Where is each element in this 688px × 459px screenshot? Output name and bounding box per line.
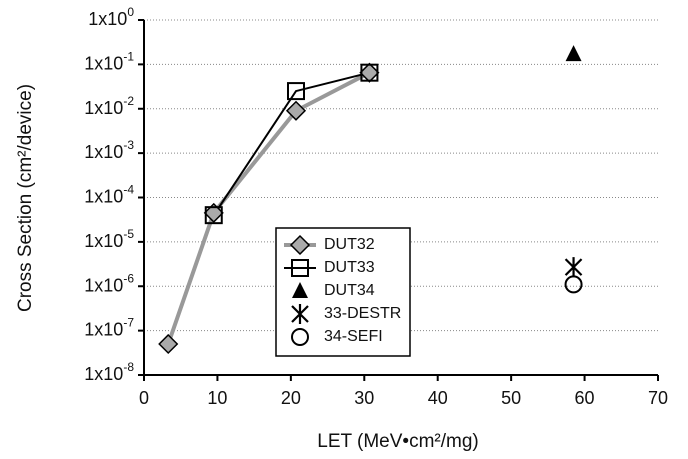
diamond-marker [289,234,311,256]
y-tick-base: 1x10 [84,275,123,295]
y-tick-exponent: -3 [123,138,134,152]
x-tick-label: 50 [501,388,521,408]
asterisk-marker [564,257,583,278]
y-tick-label: 1x10-6 [84,271,134,295]
x-tick-label: 60 [575,388,595,408]
y-tick-label: 1x10-8 [84,360,134,384]
y-tick-exponent: -8 [123,360,134,374]
x-axis-label: LET (MeV•cm²/mg) [317,431,478,452]
y-tick-exponent: 0 [127,5,134,19]
diamond-marker [359,62,380,83]
triangle-marker [565,45,582,62]
y-tick-label: 1x10-2 [84,94,134,118]
y-tick-base: 1x10 [84,142,123,162]
diamond-marker [158,333,179,355]
y-tick-base: 1x10 [88,9,127,29]
y-tick-base: 1x10 [84,186,123,206]
x-tick-label: 70 [648,388,668,408]
y-tick-exponent: -5 [123,227,134,241]
y-tick-base: 1x10 [84,53,123,73]
y-tick-exponent: -6 [123,271,134,285]
square-marker [291,259,309,277]
x-tick-label: 40 [428,388,448,408]
asterisk-marker [291,304,309,324]
y-tick-exponent: -1 [123,50,134,64]
triangle-marker [292,282,308,298]
diamond-marker [285,100,307,121]
y-tick-base: 1x10 [84,364,123,384]
x-tick-label: 30 [354,388,374,408]
y-tick-label: 1x10-1 [84,50,134,74]
square-marker [204,206,223,225]
y-tick-exponent: -2 [123,94,134,108]
y-tick-base: 1x10 [84,319,123,339]
legend-text: 33-DESTR [324,305,401,322]
x-tick-label: 10 [207,388,227,408]
y-tick-label: 1x100 [88,5,134,29]
legend: DUT32 DUT33 DUT34 33-DESTR 34-SEFI [275,227,411,357]
circle-marker [291,328,309,346]
y-tick-base: 1x10 [84,98,123,118]
diamond-marker [203,202,224,223]
y-tick-label: 1x10-3 [84,138,134,162]
y-tick-base: 1x10 [84,231,123,251]
y-tick-label: 1x10-7 [84,316,134,340]
y-tick-exponent: -7 [123,316,134,330]
legend-text: 34-SEFI [324,328,383,345]
legend-text: DUT33 [324,259,375,276]
y-axis-label: Cross Section (cm²/device) [15,84,36,312]
y-tick-label: 1x10-4 [84,183,134,207]
legend-text: DUT32 [324,236,375,253]
circle-marker [564,275,583,294]
series-line [166,70,371,345]
x-tick-label: 20 [281,388,301,408]
x-tick-label: 0 [139,388,149,408]
square-marker [286,82,305,101]
y-tick-label: 1x10-5 [84,227,134,251]
series-line [212,71,370,216]
legend-text: DUT34 [324,282,375,299]
square-marker [360,63,379,82]
y-tick-exponent: -4 [123,183,134,197]
